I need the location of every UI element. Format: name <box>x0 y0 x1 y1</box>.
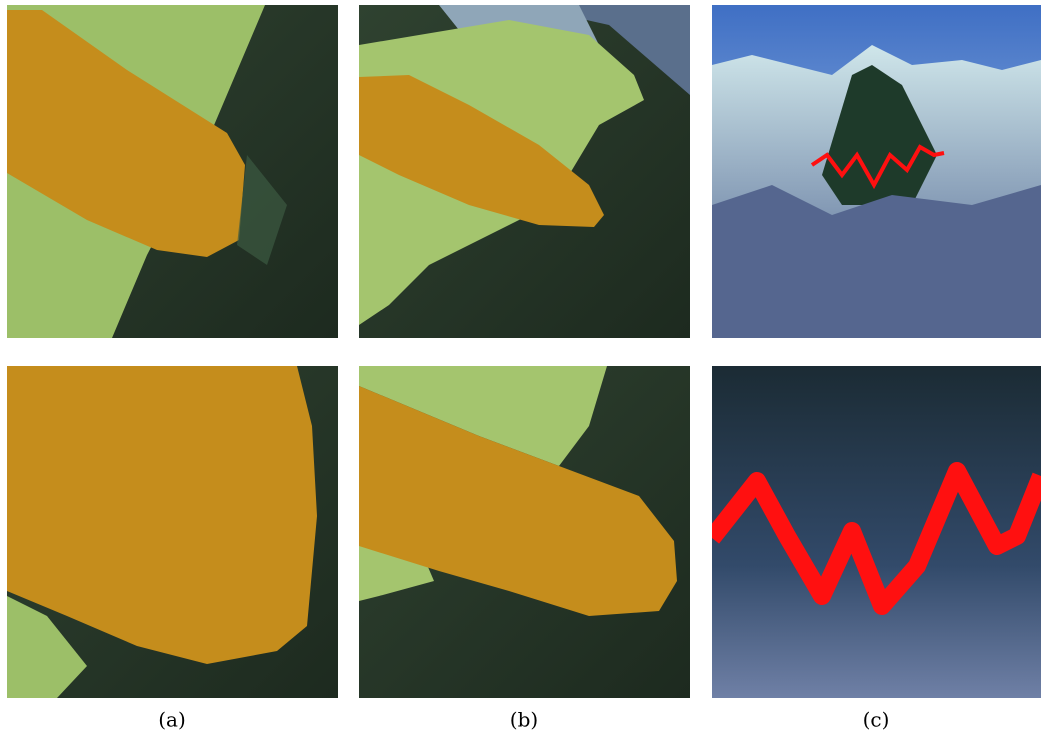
image-c-zoom <box>712 366 1041 698</box>
figure: (a) (b) (c) <box>0 0 1041 745</box>
image-a-zoom <box>7 366 338 698</box>
image-b-zoom <box>359 366 690 698</box>
image-c-overview <box>712 5 1041 338</box>
image-a-overview <box>7 5 338 338</box>
image-b-overview <box>359 5 690 338</box>
panel-label: (a) <box>158 708 186 732</box>
panel-label: (b) <box>510 708 538 732</box>
panel-label: (c) <box>863 708 890 732</box>
